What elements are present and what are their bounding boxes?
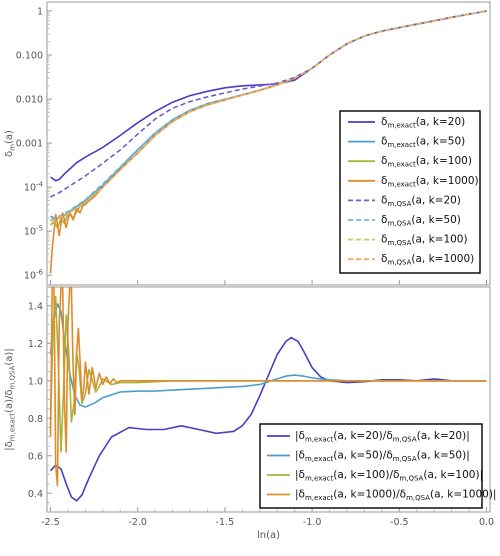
- y-tick-label: 1: [37, 6, 43, 17]
- series-line-7: [50, 10, 487, 222]
- ratio-legend-label-1: |δm,exact(a, k=50)/δm,QSA(a, k=50)|: [295, 450, 470, 464]
- ratio-line-3: [49, 287, 487, 487]
- legend-label-3: δm,exact(a, k=1000): [381, 175, 479, 189]
- y-tick-label: 0.001: [16, 139, 43, 150]
- x-axis-label: ln(a): [257, 530, 280, 541]
- ratio-legend-label-0: |δm,exact(a, k=20)/δm,QSA(a, k=20)|: [295, 430, 470, 444]
- y-tick-label: 10-4: [24, 181, 44, 194]
- y-tick-label: 0.6: [28, 451, 43, 462]
- y-tick-label: 0.010: [16, 95, 43, 106]
- top-legend: [339, 110, 481, 274]
- ratio-legend-label-3: |δm,exact(a, k=1000)/δm,QSA(a, k=1000)|: [295, 489, 496, 503]
- ratio-legend-label-2: |δm,exact(a, k=100)/δm,QSA(a, k=100)|: [295, 469, 483, 483]
- top-panel: 10-6 10-5 10-4 0.001 0.010 0.100 1 δm(a) δm,exac…: [4, 1, 491, 286]
- legend-label-2: δm,exact(a, k=100): [381, 155, 472, 169]
- legend-label-4: δm,QSA(a, k=20): [381, 194, 461, 208]
- y-tick-label: 10-5: [24, 225, 43, 238]
- y-tick-label: 1.0: [28, 376, 43, 387]
- legend-label-5: δm,QSA(a, k=50): [381, 214, 461, 228]
- x-tick-label: -2.5: [41, 517, 60, 528]
- x-tick-label: -2.0: [128, 517, 147, 528]
- y-axis-label: |δm,exact(a)/δm,QSA(a)|: [4, 348, 17, 450]
- y-tick-label: 10-6: [24, 269, 44, 282]
- x-tick-label: 0.0: [479, 517, 494, 528]
- y-tick-label: 1.2: [28, 339, 43, 350]
- legend-label-0: δm,exact(a, k=20): [381, 116, 465, 130]
- y-tick-label: 1.4: [28, 301, 43, 312]
- legend-label-7: δm,QSA(a, k=1000): [381, 253, 474, 267]
- legend-label-6: δm,QSA(a, k=100): [381, 234, 468, 248]
- x-tick-label: -1.5: [216, 517, 235, 528]
- y-axis-label: δm(a): [4, 130, 17, 157]
- y-tick-label: 0.8: [28, 414, 43, 425]
- legend-label-1: δm,exact(a, k=50): [381, 136, 465, 150]
- x-tick-label: -0.5: [390, 517, 409, 528]
- bottom-legend: [259, 423, 483, 509]
- y-tick-label: 0.4: [28, 489, 43, 500]
- x-tick-label: -1.0: [303, 517, 322, 528]
- y-tick-label: 0.100: [16, 51, 43, 62]
- series-line-4: [50, 10, 487, 198]
- bottom-panel: 0.4 0.6 0.8 1.0 1.2 1.4 -2.5 -2.0 -1.5 -1.0 -0.5 0.…: [4, 286, 496, 541]
